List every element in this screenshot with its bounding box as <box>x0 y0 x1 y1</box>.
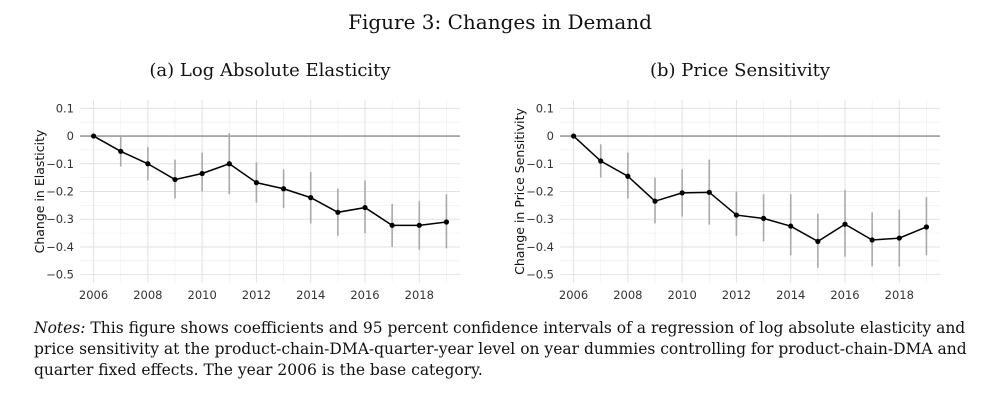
x-tick-label: 2006 <box>79 288 108 302</box>
data-point <box>598 158 604 164</box>
data-point <box>815 238 821 245</box>
data-point <box>842 221 848 227</box>
chart-a: 0.1 0 −0.1 −0.2 −0.3 −0.4 −0.5 2006 2008 2010 2012… <box>32 100 460 302</box>
y-axis-label: Change in Elasticity <box>32 129 47 253</box>
data-point <box>416 222 422 228</box>
y-tick-label: 0.1 <box>56 101 74 115</box>
data-point <box>625 173 631 179</box>
y-tick-label: −0.5 <box>526 268 554 282</box>
data-point <box>733 212 740 218</box>
data-point <box>679 190 685 196</box>
data-point <box>172 176 178 183</box>
data-point <box>706 189 712 195</box>
x-tick-label: 2014 <box>776 288 805 302</box>
x-tick-label: 2018 <box>885 288 914 302</box>
x-tick-label: 2008 <box>133 288 162 302</box>
data-point <box>362 204 368 211</box>
data-point <box>788 223 794 229</box>
data-point <box>253 180 260 186</box>
x-tick-label: 2010 <box>188 288 217 302</box>
y-tick-label: −0.5 <box>46 268 74 282</box>
notes-label: Notes: <box>34 319 86 337</box>
data-point <box>118 148 124 154</box>
y-tick-label: −0.1 <box>46 157 74 171</box>
x-tick-label: 2006 <box>559 288 588 302</box>
data-point <box>443 219 450 225</box>
data-point <box>145 161 151 167</box>
figure-notes: Notes: This figure shows coefficients an… <box>34 318 974 381</box>
data-point <box>570 133 577 139</box>
y-tick-label: −0.2 <box>526 185 554 199</box>
data-point <box>389 222 395 228</box>
y-tick-label: −0.2 <box>46 185 74 199</box>
data-point <box>896 235 902 241</box>
y-axis-label: Change in Price Sensitivity <box>512 108 527 275</box>
y-tick-label: −0.1 <box>526 157 554 171</box>
y-tick-label: 0.1 <box>536 101 554 115</box>
series-line <box>573 135 927 243</box>
x-tick-label: 2016 <box>350 288 379 302</box>
chart-b: 0.1 0 −0.1 −0.2 −0.3 −0.4 −0.5 2006 2008 2010 2012… <box>512 100 940 302</box>
x-tick-label: 2008 <box>613 288 642 302</box>
y-tick-label: −0.4 <box>526 240 554 254</box>
data-point <box>90 133 97 139</box>
data-point <box>308 195 314 201</box>
y-tick-label: 0 <box>547 129 554 143</box>
data-point <box>280 186 287 192</box>
y-tick-label: −0.3 <box>46 212 74 226</box>
notes-text: This figure shows coefficients and 95 pe… <box>34 319 967 379</box>
x-tick-label: 2014 <box>296 288 325 302</box>
y-tick-label: −0.4 <box>46 240 74 254</box>
x-tick-label: 2016 <box>830 288 859 302</box>
y-tick-label: −0.3 <box>526 212 554 226</box>
panel-b-title: (b) Price Sensitivity <box>649 60 831 81</box>
data-point <box>335 209 341 215</box>
panel-a-title: (a) Log Absolute Elasticity <box>149 60 391 81</box>
x-tick-label: 2012 <box>722 288 751 302</box>
data-point <box>226 161 232 167</box>
series-line <box>93 135 447 227</box>
x-tick-label: 2010 <box>668 288 697 302</box>
data-point <box>652 198 658 204</box>
y-tick-label: 0 <box>67 129 74 143</box>
data-point <box>923 224 930 230</box>
data-point <box>199 170 205 177</box>
figure-title: Figure 3: Changes in Demand <box>348 10 652 34</box>
x-tick-label: 2012 <box>242 288 271 302</box>
x-tick-label: 2018 <box>405 288 434 302</box>
data-point <box>760 215 767 221</box>
data-point <box>869 237 875 243</box>
